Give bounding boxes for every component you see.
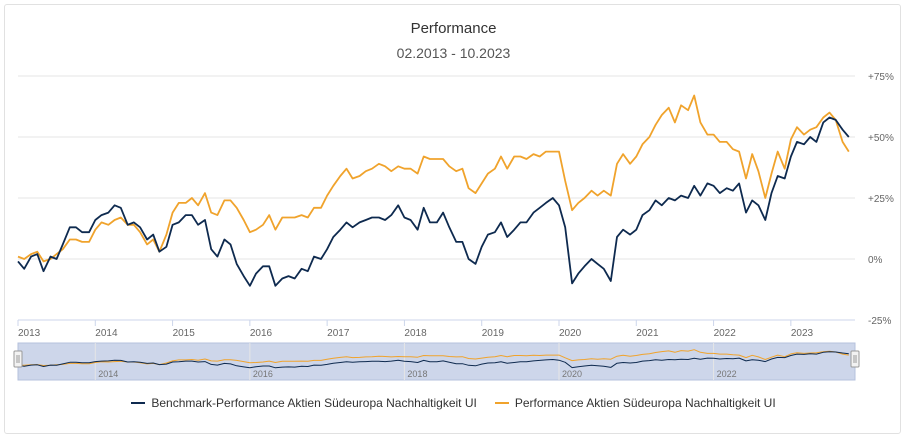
chart-title: Performance xyxy=(410,20,497,37)
navigator-series-benchmark xyxy=(17,351,849,369)
x-tick-label: 2018 xyxy=(404,328,427,339)
x-tick-label: 2015 xyxy=(173,328,196,339)
navigator-tick-label: 2022 xyxy=(717,369,737,379)
legend-item-fund[interactable]: Performance Aktien Südeuropa Nachhaltigk… xyxy=(494,396,776,410)
x-tick-label: 2022 xyxy=(714,328,737,339)
x-tick-label: 2019 xyxy=(482,328,505,339)
x-tick-label: 2023 xyxy=(791,328,814,339)
navigator-tick-label: 2016 xyxy=(253,369,273,379)
legend-swatch-fund xyxy=(494,402,509,404)
navigator-tick-label: 2020 xyxy=(562,369,582,379)
x-tick-label: 2020 xyxy=(559,328,582,339)
series-line-benchmark xyxy=(17,116,850,287)
legend-label-fund: Performance Aktien Südeuropa Nachhaltigk… xyxy=(514,396,776,410)
y-tick-label: -25% xyxy=(868,316,891,327)
legend-swatch-benchmark xyxy=(131,402,146,404)
navigator-tick-label: 2018 xyxy=(407,369,427,379)
y-tick-label: 0% xyxy=(868,255,883,266)
x-tick-label: 2013 xyxy=(18,328,41,339)
chart-legend: Benchmark-Performance Aktien Südeuropa N… xyxy=(0,396,907,410)
y-tick-label: +25% xyxy=(868,194,894,205)
x-tick-label: 2016 xyxy=(250,328,273,339)
navigator-tick-label: 2014 xyxy=(98,369,118,379)
x-tick-label: 2017 xyxy=(327,328,350,339)
y-tick-label: +75% xyxy=(868,72,894,83)
chart-subtitle: 02.2013 - 10.2023 xyxy=(396,45,511,61)
navigator-handle-right[interactable] xyxy=(850,350,860,368)
navigator-handle-left[interactable] xyxy=(13,350,23,368)
legend-item-benchmark[interactable]: Benchmark-Performance Aktien Südeuropa N… xyxy=(131,396,477,410)
x-tick-label: 2014 xyxy=(95,328,118,339)
legend-label-benchmark: Benchmark-Performance Aktien Südeuropa N… xyxy=(151,396,477,410)
x-tick-label: 2021 xyxy=(636,328,659,339)
series-line-fund xyxy=(17,94,850,263)
y-tick-label: +50% xyxy=(868,133,894,144)
